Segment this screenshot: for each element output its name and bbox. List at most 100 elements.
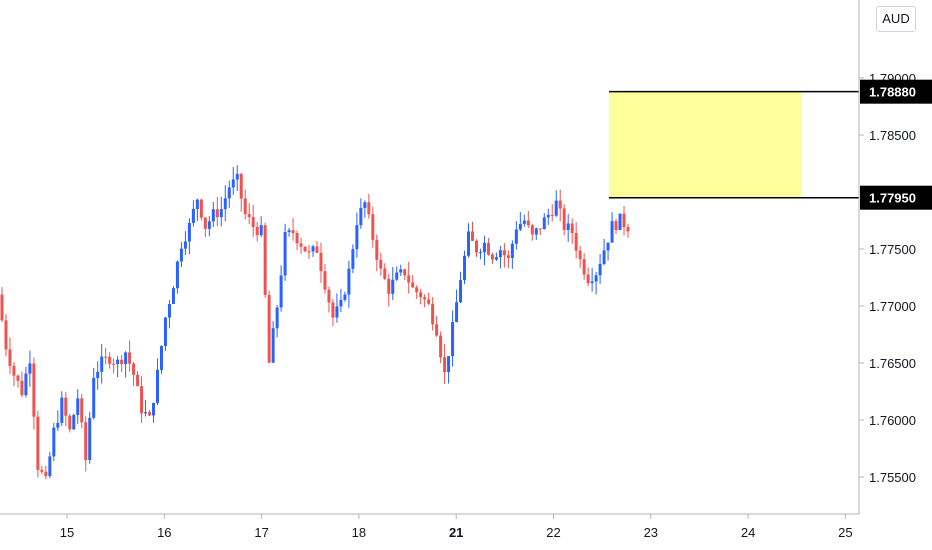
currency-button[interactable]: AUD [876, 6, 916, 32]
candle [92, 367, 96, 420]
candle [399, 264, 403, 276]
candle [255, 221, 259, 242]
candle [602, 238, 606, 266]
candle [152, 402, 156, 423]
x-tick-label: 22 [546, 525, 560, 540]
candle [112, 358, 116, 374]
candle [231, 167, 235, 195]
candle [60, 391, 64, 427]
candle [554, 190, 558, 217]
candle [148, 409, 152, 416]
candle [76, 389, 80, 424]
candle [391, 267, 395, 300]
candle [415, 285, 419, 299]
candle [614, 218, 618, 234]
candle [510, 240, 514, 269]
candle [586, 267, 590, 287]
candle [207, 216, 211, 237]
candle [447, 356, 451, 384]
candle [590, 268, 594, 292]
candle [498, 245, 502, 269]
x-tick-label: 21 [449, 525, 463, 540]
candle [263, 222, 267, 298]
candle [211, 202, 215, 228]
candle [578, 245, 582, 268]
candle [622, 205, 626, 236]
candle [618, 213, 622, 231]
candle [439, 331, 443, 364]
candle [132, 361, 136, 386]
price-badge: 1.78880 [860, 79, 932, 104]
candle [626, 223, 630, 238]
candle [550, 204, 554, 222]
x-tick-label: 23 [644, 525, 658, 540]
candle [191, 200, 195, 227]
candle [542, 213, 546, 230]
candle [431, 297, 435, 331]
candle [319, 242, 323, 283]
candle [315, 241, 319, 254]
candle [331, 299, 335, 327]
candle [183, 231, 187, 255]
candle [195, 198, 199, 222]
candle [28, 350, 32, 387]
y-tick-label: 1.75500 [869, 470, 916, 485]
candle [199, 198, 203, 221]
candle [144, 400, 148, 417]
candle [203, 217, 207, 238]
zone-fill[interactable] [608, 91, 802, 198]
candle [163, 316, 167, 351]
candle [12, 362, 16, 387]
candle [267, 290, 271, 363]
price-badge: 1.77950 [860, 185, 932, 210]
candle [291, 218, 295, 241]
candle [435, 315, 439, 337]
price-axis[interactable]: 1.755001.760001.765001.770001.775001.780… [859, 71, 916, 485]
candle [339, 288, 343, 313]
candle [427, 292, 431, 306]
candle [48, 451, 52, 479]
candle [88, 411, 92, 464]
candle [175, 260, 179, 294]
price-badges: 1.78880 1.77950 [860, 79, 932, 210]
candle [594, 271, 598, 295]
candle [140, 376, 144, 423]
candle [295, 230, 299, 250]
candle [20, 371, 24, 398]
candle [375, 234, 379, 272]
candle [538, 228, 542, 236]
candle [251, 204, 255, 237]
y-tick-label: 1.78500 [869, 128, 916, 143]
x-tick-label: 25 [838, 525, 852, 540]
candle [459, 271, 463, 304]
candle [167, 299, 171, 329]
candle [299, 237, 303, 254]
candle [227, 180, 231, 208]
supply-zone[interactable] [608, 90, 859, 199]
candle [411, 275, 415, 289]
candle [407, 261, 411, 294]
candles-layer [0, 165, 630, 480]
y-tick-label: 1.76000 [869, 413, 916, 428]
candle [4, 314, 8, 357]
candle [451, 310, 455, 367]
candle [307, 245, 311, 259]
candle [343, 291, 347, 302]
candle [187, 218, 191, 255]
candle [514, 221, 518, 250]
candle [359, 198, 363, 229]
candle [486, 238, 490, 256]
candle [40, 466, 44, 475]
candle [116, 356, 120, 378]
candle [156, 358, 159, 405]
candle [136, 371, 140, 387]
candle [72, 413, 76, 430]
y-tick-label: 1.77000 [869, 299, 916, 314]
candle [327, 286, 331, 313]
candle [287, 227, 291, 237]
time-axis[interactable]: 15 16 17 18 21 22 23 24 25 [60, 514, 853, 540]
candle [506, 250, 510, 269]
candle [120, 354, 124, 373]
x-tick-label: 18 [352, 525, 366, 540]
